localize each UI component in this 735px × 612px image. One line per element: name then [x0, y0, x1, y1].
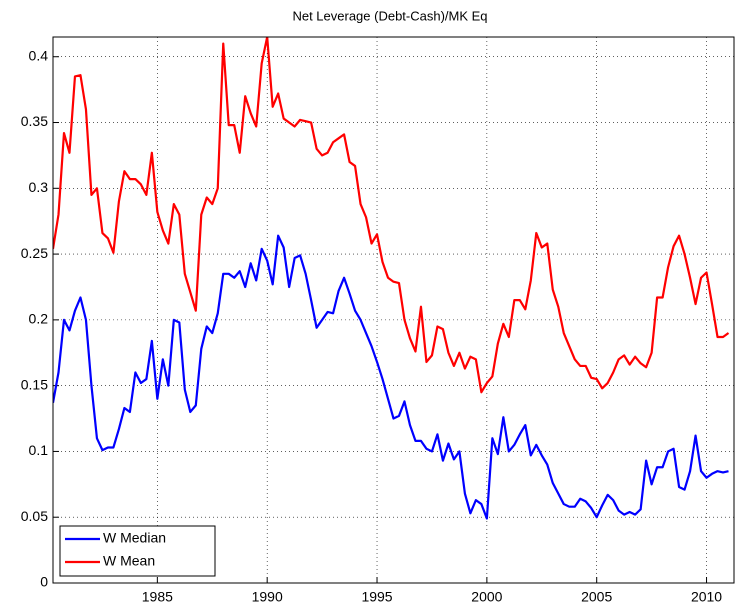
x-tick-label: 1995	[361, 589, 392, 605]
x-tick-label: 2005	[581, 589, 612, 605]
y-tick-label: 0.4	[29, 47, 49, 63]
legend-label: W Mean	[103, 553, 155, 569]
y-tick-label: 0.05	[21, 508, 48, 524]
chart-title: Net Leverage (Debt-Cash)/MK Eq	[292, 8, 487, 23]
x-tick-label: 1990	[252, 589, 283, 605]
series-line	[53, 234, 729, 520]
y-tick-label: 0.2	[29, 311, 49, 327]
series-line	[53, 37, 730, 394]
axes-box	[52, 36, 735, 584]
y-tick-label: 0.25	[21, 245, 48, 261]
plot-area	[53, 37, 734, 583]
x-tick-label: 2000	[471, 589, 502, 605]
y-tick-label: 0.15	[21, 376, 48, 392]
legend-box	[59, 525, 216, 577]
legend-label: W Median	[103, 530, 166, 546]
x-tick-label: 1985	[142, 589, 173, 605]
y-tick-label: 0.3	[29, 179, 49, 195]
x-tick-label: 2010	[691, 589, 722, 605]
y-tick-label: 0	[40, 574, 48, 590]
y-tick-label: 0.35	[21, 113, 48, 129]
y-tick-label: 0.1	[29, 442, 49, 458]
